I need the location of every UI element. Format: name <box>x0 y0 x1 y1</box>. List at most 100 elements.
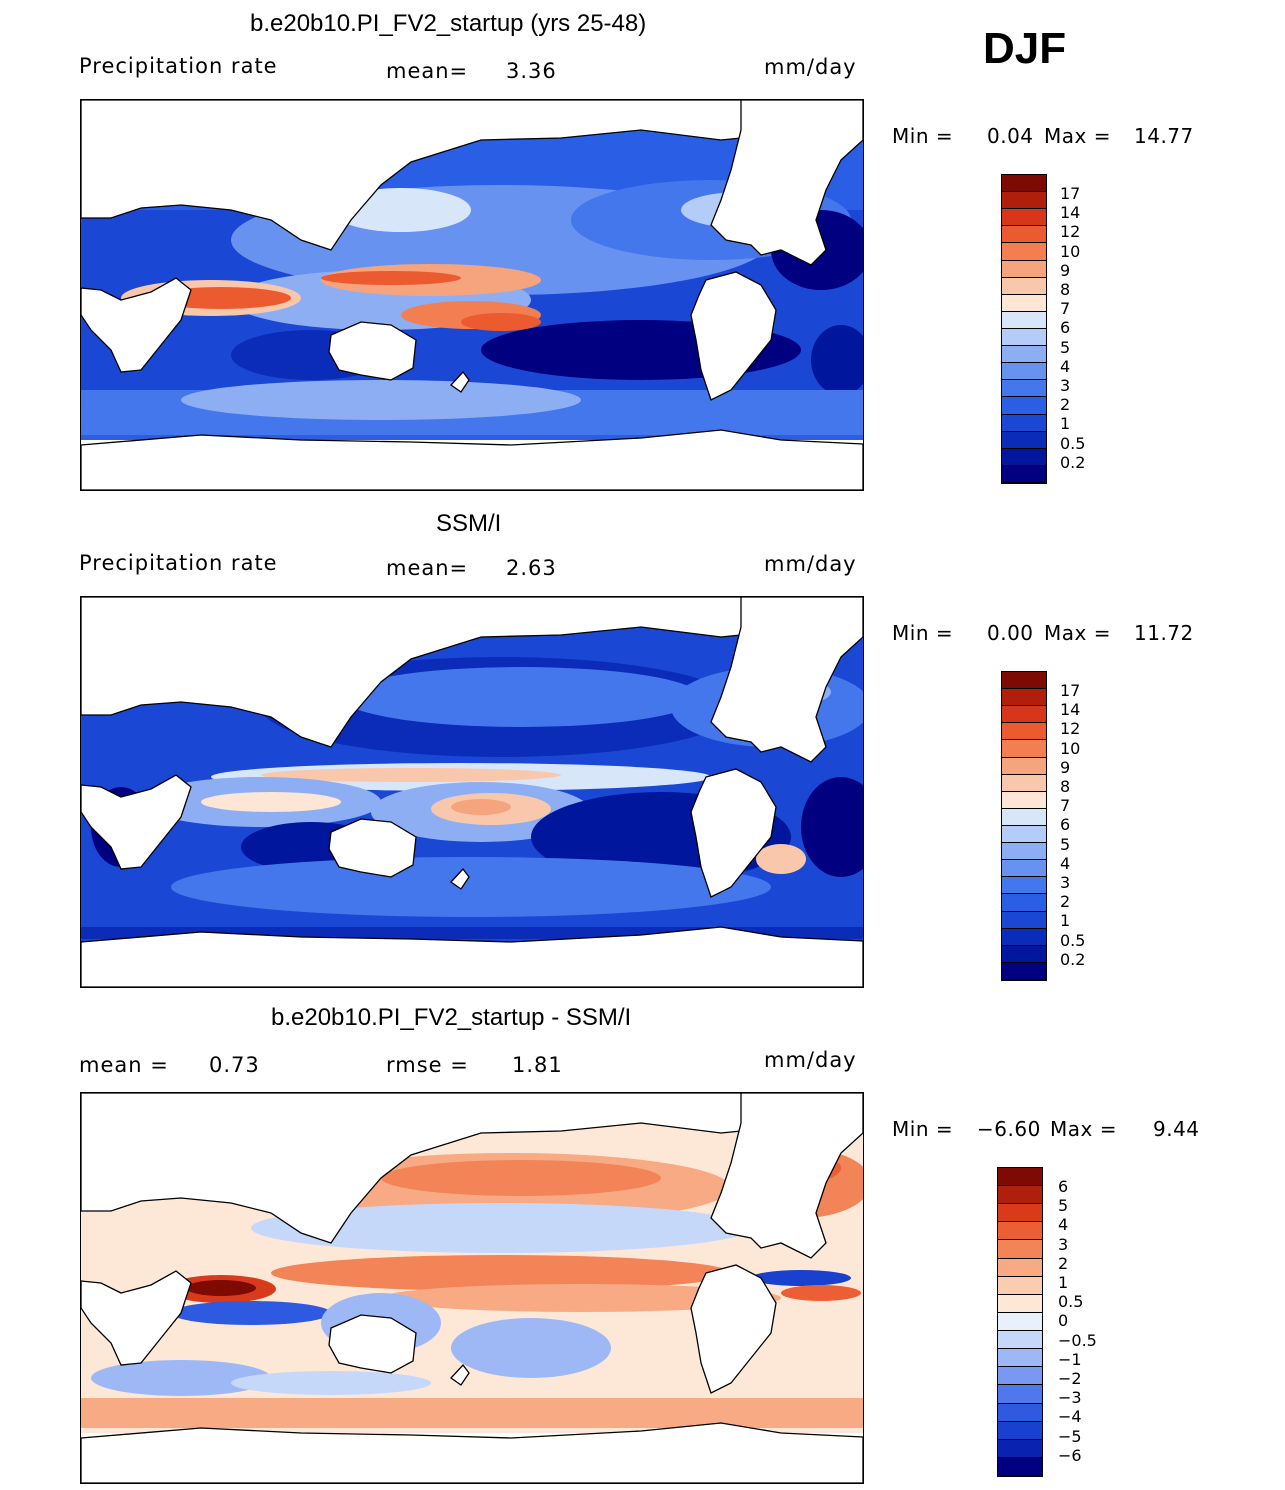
colorbar-swatch <box>1002 363 1046 381</box>
colorbar-swatch <box>998 1439 1042 1458</box>
colorbar-swatch <box>998 1312 1042 1332</box>
panel3-land <box>81 1093 863 1483</box>
panel2-colorbar <box>1001 671 1047 981</box>
panel1-mean-value: 3.36 <box>506 59 557 83</box>
panel1-field-label: Precipitation rate <box>79 54 278 78</box>
panel1-min-value: 0.04 <box>987 124 1034 148</box>
panel2-max-label: Max = <box>1044 621 1111 645</box>
panel2-mean-value: 2.63 <box>506 556 557 580</box>
colorbar-swatch <box>1002 380 1046 398</box>
colorbar-swatch <box>998 1421 1042 1440</box>
panel3-mean-label: mean = <box>79 1053 169 1077</box>
colorbar-tick-label: 17 <box>1060 681 1081 700</box>
colorbar-swatch <box>1002 791 1046 809</box>
colorbar-swatch <box>1002 706 1046 724</box>
colorbar-swatch <box>1002 826 1046 844</box>
panel1-units: mm/day <box>764 55 857 79</box>
colorbar-swatch <box>998 1367 1042 1386</box>
colorbar-tick-label: 2 <box>1060 892 1071 912</box>
colorbar-swatch <box>1002 962 1046 980</box>
colorbar-swatch <box>1002 431 1046 449</box>
colorbar-swatch <box>1002 346 1046 364</box>
colorbar-swatch <box>1002 928 1046 946</box>
panel3-map-svg <box>81 1093 863 1483</box>
panel3-max-label: Max = <box>1050 1117 1117 1141</box>
panel2-mean-label: mean= <box>386 556 469 580</box>
colorbar-tick-label: 2 <box>1058 1253 1069 1273</box>
colorbar-tick-label: 1 <box>1058 1273 1069 1292</box>
colorbar-tick-label: −4 <box>1058 1407 1082 1427</box>
panel1-max-label: Max = <box>1044 124 1111 148</box>
panel2-title: SSM/I <box>436 510 502 537</box>
colorbar-swatch <box>998 1294 1042 1313</box>
colorbar-swatch <box>1002 209 1046 227</box>
colorbar-swatch <box>1002 260 1046 278</box>
colorbar-tick-label: 0 <box>1058 1311 1069 1331</box>
colorbar-tick-label: 4 <box>1060 853 1071 873</box>
colorbar-tick-label: 6 <box>1060 318 1071 338</box>
colorbar-swatch <box>998 1457 1042 1476</box>
colorbar-swatch <box>1002 774 1046 792</box>
panel1-land <box>81 100 863 490</box>
colorbar-swatch <box>1002 843 1046 861</box>
colorbar-tick-label: 3 <box>1058 1234 1069 1254</box>
colorbar-swatch <box>998 1186 1042 1205</box>
colorbar-swatch <box>998 1276 1042 1295</box>
colorbar-swatch <box>1002 414 1046 432</box>
colorbar-tick-label: 6 <box>1058 1177 1069 1196</box>
colorbar-tick-label: 4 <box>1058 1215 1069 1235</box>
colorbar-tick-label: 8 <box>1060 777 1071 796</box>
colorbar-tick-label: −1 <box>1058 1349 1082 1369</box>
panel3-min-value: −6.60 <box>977 1117 1041 1141</box>
panel3-rmse-label: rmse = <box>386 1053 469 1077</box>
panel2-min-label: Min = <box>892 621 954 645</box>
colorbar-tick-label: −5 <box>1058 1426 1082 1446</box>
colorbar-tick-label: 2 <box>1060 395 1071 415</box>
colorbar-swatch <box>1002 243 1046 261</box>
panel1-colorbar <box>1001 174 1047 484</box>
panel3-map <box>80 1092 864 1484</box>
colorbar-swatch <box>1002 723 1046 741</box>
colorbar-swatch <box>998 1403 1042 1422</box>
colorbar-swatch <box>1002 894 1046 912</box>
panel3-colorbar <box>997 1167 1043 1477</box>
colorbar-tick-label: 0.5 <box>1060 930 1086 950</box>
panel3-max-value: 9.44 <box>1153 1117 1200 1141</box>
panel2-max-value: 11.72 <box>1134 621 1194 645</box>
colorbar-swatch <box>1002 465 1046 483</box>
colorbar-tick-label: 5 <box>1058 1196 1069 1216</box>
colorbar-tick-label: 7 <box>1060 796 1071 816</box>
colorbar-tick-label: 12 <box>1060 719 1081 739</box>
colorbar-swatch <box>1002 689 1046 707</box>
colorbar-swatch <box>1002 311 1046 329</box>
panel1-title: b.e20b10.PI_FV2_startup (yrs 25-48) <box>250 10 647 37</box>
colorbar-swatch <box>1002 294 1046 312</box>
colorbar-tick-label: 4 <box>1060 356 1071 376</box>
colorbar-tick-label: 9 <box>1060 260 1071 280</box>
colorbar-swatch <box>1002 860 1046 878</box>
colorbar-swatch <box>998 1331 1042 1350</box>
colorbar-tick-label: 0.2 <box>1060 452 1086 472</box>
colorbar-swatch <box>1002 740 1046 758</box>
panel3-units: mm/day <box>764 1048 857 1072</box>
colorbar-tick-label: 14 <box>1060 203 1081 223</box>
panel3-min-label: Min = <box>892 1117 954 1141</box>
panel2-map <box>80 596 864 988</box>
panel2-field-label: Precipitation rate <box>79 551 278 575</box>
colorbar-tick-label: −2 <box>1058 1369 1082 1388</box>
colorbar-swatch <box>1002 448 1046 466</box>
panel1-map-svg <box>81 100 863 490</box>
colorbar-swatch <box>1002 226 1046 244</box>
colorbar-swatch <box>1002 911 1046 929</box>
panel2-units: mm/day <box>764 552 857 576</box>
colorbar-tick-label: 17 <box>1060 184 1081 203</box>
colorbar-swatch <box>1002 397 1046 415</box>
panel1-min-label: Min = <box>892 124 954 148</box>
colorbar-tick-label: −3 <box>1058 1388 1082 1408</box>
colorbar-swatch <box>998 1168 1042 1187</box>
colorbar-tick-label: 1 <box>1060 911 1071 931</box>
colorbar-tick-label: 5 <box>1060 337 1071 357</box>
colorbar-tick-label: 12 <box>1060 222 1081 242</box>
panel1-mean-label: mean= <box>386 59 469 83</box>
colorbar-swatch <box>1002 808 1046 826</box>
